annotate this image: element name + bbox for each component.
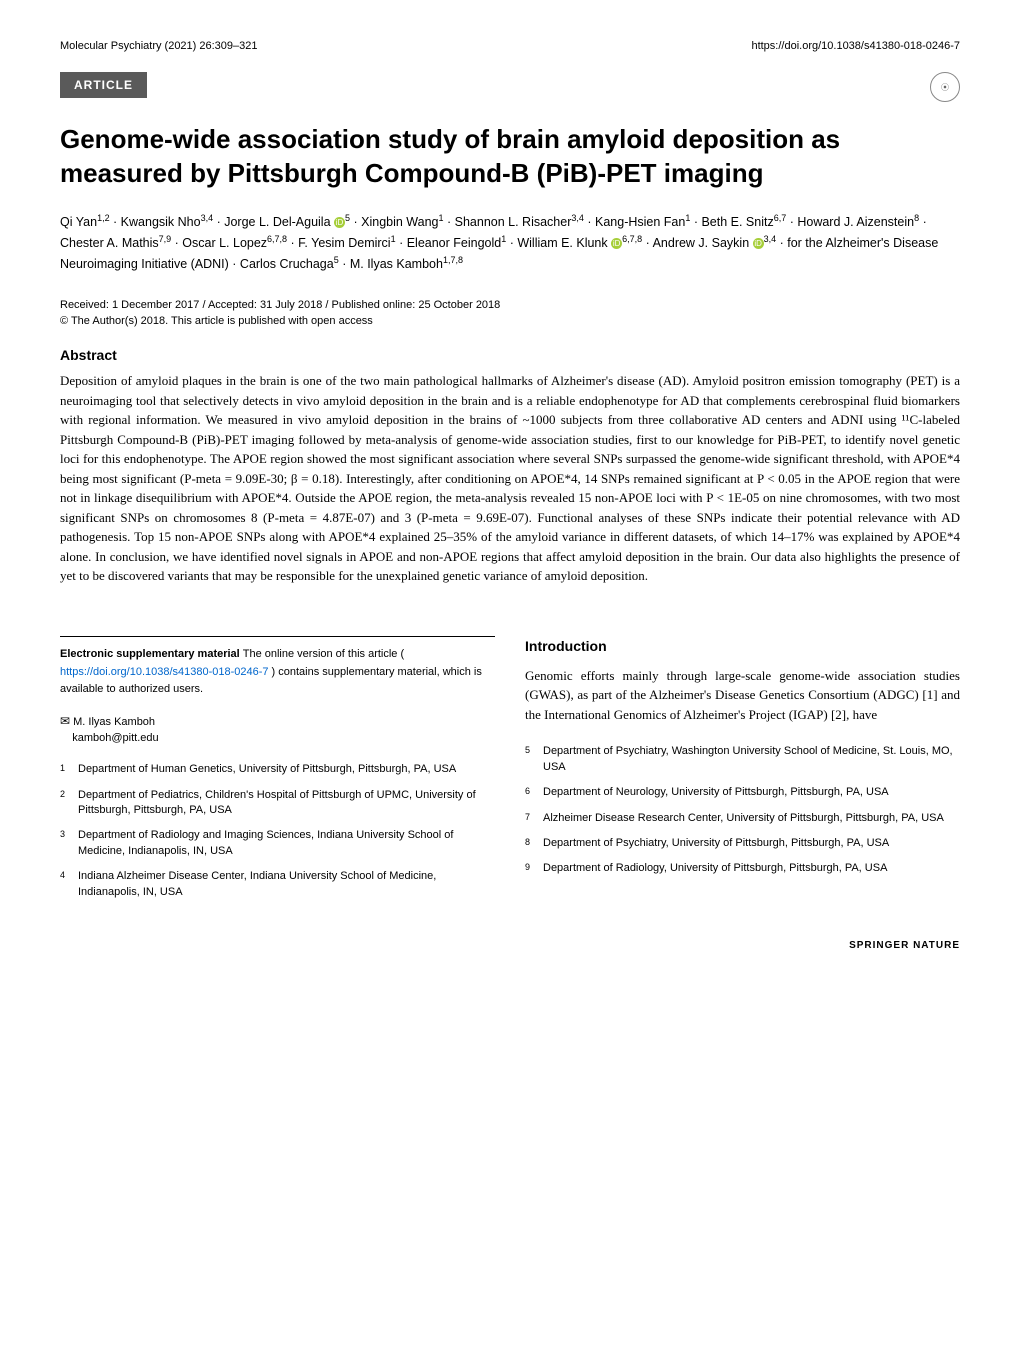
intro-text: Genomic efforts mainly through large-sca… xyxy=(525,666,960,725)
affiliation-4: 4Indiana Alzheimer Disease Center, India… xyxy=(60,869,495,900)
affiliation-7: 7Alzheimer Disease Research Center, Univ… xyxy=(525,811,960,826)
authors-list: Qi Yan1,2 · Kwangsik Nho3,4 · Jorge L. D… xyxy=(60,211,960,274)
copyright: © The Author(s) 2018. This article is pu… xyxy=(60,315,960,327)
orcid-icon[interactable]: iD xyxy=(334,217,345,228)
affiliation-8: 8Department of Psychiatry, University of… xyxy=(525,836,960,851)
article-label: ARTICLE xyxy=(60,72,147,98)
envelope-icon: ✉ xyxy=(60,714,70,728)
intro-heading: Introduction xyxy=(525,636,960,656)
article-label-row: ARTICLE ⦿ xyxy=(60,72,960,123)
affiliation-1: 1Department of Human Genetics, Universit… xyxy=(60,762,495,777)
journal-info: Molecular Psychiatry (2021) 26:309–321 xyxy=(60,40,258,52)
supp-link[interactable]: https://doi.org/10.1038/s41380-018-0246-… xyxy=(60,666,269,678)
article-title: Genome-wide association study of brain a… xyxy=(60,123,960,191)
affiliation-6: 6Department of Neurology, University of … xyxy=(525,785,960,800)
abstract-heading: Abstract xyxy=(60,347,960,363)
doi: https://doi.org/10.1038/s41380-018-0246-… xyxy=(751,40,960,52)
received-dates: Received: 1 December 2017 / Accepted: 31… xyxy=(60,299,960,311)
footer-brand: SPRINGER NATURE xyxy=(60,940,960,951)
abstract-text: Deposition of amyloid plaques in the bra… xyxy=(60,371,960,586)
left-column: Electronic supplementary material The on… xyxy=(60,636,495,910)
right-column: Introduction Genomic efforts mainly thro… xyxy=(525,636,960,910)
check-icon: ⦿ xyxy=(941,82,949,93)
orcid-icon[interactable]: iD xyxy=(753,238,764,249)
corr-name: M. Ilyas Kamboh xyxy=(73,716,155,728)
supp-text-1: The online version of this article ( xyxy=(243,648,404,660)
corr-email: kamboh@pitt.edu xyxy=(72,732,158,744)
two-column-layout: Electronic supplementary material The on… xyxy=(60,636,960,910)
affiliation-2: 2Department of Pediatrics, Children's Ho… xyxy=(60,788,495,819)
header-top: Molecular Psychiatry (2021) 26:309–321 h… xyxy=(60,40,960,52)
orcid-icon[interactable]: iD xyxy=(611,238,622,249)
affiliation-9: 9Department of Radiology, University of … xyxy=(525,861,960,876)
affiliation-5: 5Department of Psychiatry, Washington Un… xyxy=(525,744,960,775)
check-updates-badge[interactable]: ⦿ xyxy=(930,72,960,102)
supp-heading: Electronic supplementary material xyxy=(60,648,240,660)
corresponding-author: ✉ M. Ilyas Kamboh kamboh@pitt.edu xyxy=(60,713,495,747)
affiliation-3: 3Department of Radiology and Imaging Sci… xyxy=(60,828,495,859)
supplementary-block: Electronic supplementary material The on… xyxy=(60,636,495,699)
affiliations-right: 5Department of Psychiatry, Washington Un… xyxy=(525,744,960,876)
affiliations-left: 1Department of Human Genetics, Universit… xyxy=(60,762,495,900)
